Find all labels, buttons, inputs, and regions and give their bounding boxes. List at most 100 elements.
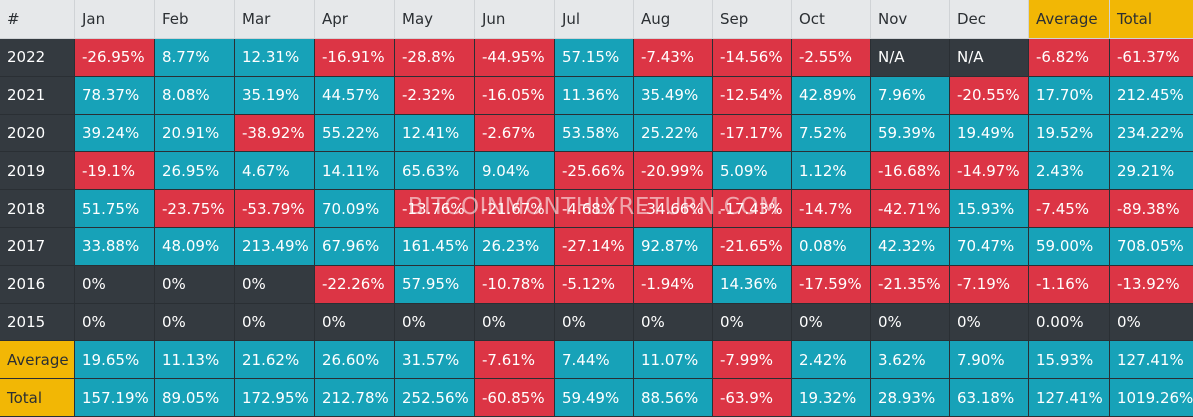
return-cell: 7.52% (792, 114, 871, 153)
return-cell: 0.08% (792, 227, 871, 266)
return-cell: -42.71% (871, 190, 950, 228)
return-cell: 57.15% (555, 39, 634, 77)
return-cell: 252.56% (395, 379, 475, 417)
return-cell: 31.57% (395, 341, 475, 380)
return-cell: 67.96% (315, 227, 395, 266)
return-cell: 234.22% (1110, 114, 1193, 153)
return-cell: 92.87% (634, 227, 713, 266)
return-cell: -14.56% (713, 39, 792, 77)
return-cell: 33.88% (75, 227, 155, 266)
return-cell: -21.65% (713, 227, 792, 266)
return-cell: -22.26% (315, 265, 395, 304)
return-cell: 0% (75, 265, 155, 304)
return-cell: 19.52% (1029, 114, 1110, 153)
return-cell: 78.37% (75, 76, 155, 115)
return-cell: -2.55% (792, 39, 871, 77)
return-cell: 9.04% (475, 152, 555, 191)
column-header-nov: Nov (871, 0, 950, 39)
return-cell: -23.75% (155, 190, 235, 228)
return-cell: 0% (713, 303, 792, 342)
return-cell: 59.49% (555, 379, 634, 417)
return-cell: 39.24% (75, 114, 155, 153)
return-cell: 4.67% (235, 152, 315, 191)
return-cell: 44.57% (315, 76, 395, 115)
column-header-apr: Apr (315, 0, 395, 39)
return-cell: -1.16% (1029, 265, 1110, 304)
return-cell: 127.41% (1110, 341, 1193, 380)
return-cell: 7.90% (950, 341, 1029, 380)
return-cell: -89.38% (1110, 190, 1193, 228)
row-label-2020: 2020 (0, 114, 75, 153)
return-cell: 48.09% (155, 227, 235, 266)
return-cell: 8.08% (155, 76, 235, 115)
return-cell: 53.58% (555, 114, 634, 153)
return-cell: -7.45% (1029, 190, 1110, 228)
return-cell: 1.12% (792, 152, 871, 191)
return-cell: -5.12% (555, 265, 634, 304)
return-cell: 89.05% (155, 379, 235, 417)
return-cell: 8.77% (155, 39, 235, 77)
return-cell: -16.91% (315, 39, 395, 77)
return-cell: 1019.26% (1110, 379, 1193, 417)
row-label-2019: 2019 (0, 152, 75, 191)
return-cell: 0% (315, 303, 395, 342)
return-cell: 42.89% (792, 76, 871, 115)
return-cell: 28.93% (871, 379, 950, 417)
return-cell: -13.92% (1110, 265, 1193, 304)
return-cell: -28.8% (395, 39, 475, 77)
return-cell: -20.99% (634, 152, 713, 191)
return-cell: -7.43% (634, 39, 713, 77)
column-header-feb: Feb (155, 0, 235, 39)
column-header-dec: Dec (950, 0, 1029, 39)
return-cell: -34.66% (634, 190, 713, 228)
return-cell: 127.41% (1029, 379, 1110, 417)
return-cell: 0% (155, 265, 235, 304)
return-cell: 708.05% (1110, 227, 1193, 266)
return-cell: 0% (950, 303, 1029, 342)
return-cell: 3.62% (871, 341, 950, 380)
return-cell: -25.66% (555, 152, 634, 191)
return-cell: 212.45% (1110, 76, 1193, 115)
return-cell: 0% (634, 303, 713, 342)
return-cell: -60.85% (475, 379, 555, 417)
return-cell: 59.00% (1029, 227, 1110, 266)
return-cell: -21.67% (475, 190, 555, 228)
return-cell: 26.95% (155, 152, 235, 191)
return-cell: 14.11% (315, 152, 395, 191)
column-header-mar: Mar (235, 0, 315, 39)
return-cell: -14.97% (950, 152, 1029, 191)
return-cell: 7.96% (871, 76, 950, 115)
return-cell: -53.79% (235, 190, 315, 228)
return-cell: 12.31% (235, 39, 315, 77)
row-label-average: Average (0, 341, 75, 380)
return-cell: 213.49% (235, 227, 315, 266)
return-cell: 15.93% (1029, 341, 1110, 380)
column-header-index: # (0, 0, 75, 39)
return-cell: -19.1% (75, 152, 155, 191)
return-cell: 157.19% (75, 379, 155, 417)
return-cell: 11.36% (555, 76, 634, 115)
column-header-jun: Jun (475, 0, 555, 39)
return-cell: 19.49% (950, 114, 1029, 153)
return-cell: 17.70% (1029, 76, 1110, 115)
return-cell: -2.32% (395, 76, 475, 115)
return-cell: -63.9% (713, 379, 792, 417)
return-cell: -44.95% (475, 39, 555, 77)
return-cell: -16.05% (475, 76, 555, 115)
return-cell: 0% (155, 303, 235, 342)
return-cell: 172.95% (235, 379, 315, 417)
return-cell: 35.49% (634, 76, 713, 115)
return-cell: 0% (555, 303, 634, 342)
return-cell: -13.76% (395, 190, 475, 228)
return-cell: -17.43% (713, 190, 792, 228)
return-cell: 0% (235, 303, 315, 342)
return-cell: 212.78% (315, 379, 395, 417)
return-cell: -21.35% (871, 265, 950, 304)
return-cell: 57.95% (395, 265, 475, 304)
column-header-jul: Jul (555, 0, 634, 39)
return-cell: 21.62% (235, 341, 315, 380)
return-cell: -2.67% (475, 114, 555, 153)
return-cell: -10.78% (475, 265, 555, 304)
return-cell: -1.94% (634, 265, 713, 304)
